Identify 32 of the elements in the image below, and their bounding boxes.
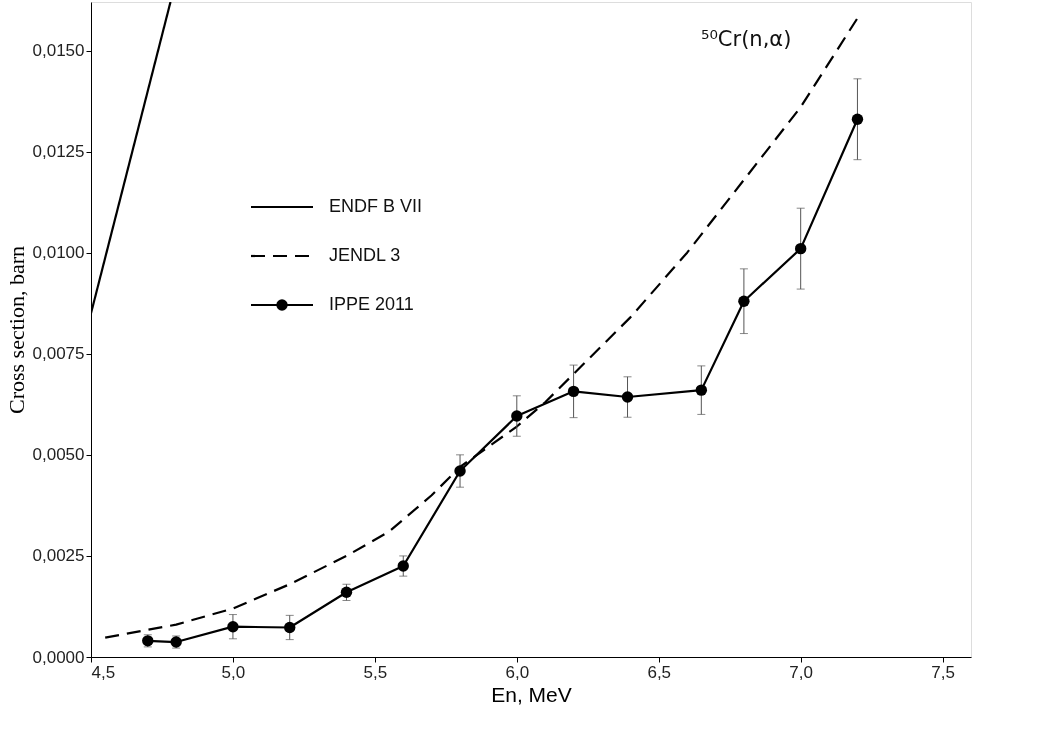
x-tick-label: 7,5 bbox=[931, 662, 955, 682]
point bbox=[695, 384, 708, 396]
y-tick-label: 0,0150 bbox=[32, 41, 85, 61]
point bbox=[621, 391, 634, 403]
point bbox=[567, 385, 580, 398]
point bbox=[794, 242, 807, 255]
y-tick-label: 0,0000 bbox=[32, 647, 85, 667]
x-tick-label: 5,5 bbox=[363, 662, 388, 682]
point bbox=[851, 113, 864, 125]
point bbox=[738, 295, 750, 307]
x-tick-label: 6,0 bbox=[505, 662, 530, 682]
point bbox=[397, 560, 409, 572]
y-tick-label: 0,0050 bbox=[32, 445, 85, 465]
y-tick-label: 0,0075 bbox=[32, 344, 85, 364]
line-series bbox=[104, 17, 859, 639]
point bbox=[227, 620, 239, 633]
x-tick-label: 5,0 bbox=[221, 662, 246, 682]
y-axis-title: Cross section, barn bbox=[3, 245, 29, 415]
y-tick-label: 0,0025 bbox=[32, 546, 85, 566]
y-tick-label: 0,0125 bbox=[32, 142, 85, 162]
legend-label: IPPE 2011 bbox=[329, 294, 414, 314]
legend-label: JENDL 3 bbox=[329, 245, 401, 265]
point bbox=[454, 465, 466, 477]
x-axis-title: En, MeV bbox=[491, 682, 572, 706]
x-tick-label: 4,5 bbox=[91, 662, 116, 682]
x-tick-label: 6,5 bbox=[647, 662, 672, 682]
legend-label: ENDF B VII bbox=[329, 196, 423, 216]
point bbox=[284, 621, 296, 634]
point bbox=[511, 410, 523, 422]
y-tick-label: 0,0100 bbox=[32, 243, 85, 263]
x-tick-label: 7,0 bbox=[789, 662, 813, 682]
annotation: ⁵⁰Cr(n,α) bbox=[701, 27, 792, 51]
